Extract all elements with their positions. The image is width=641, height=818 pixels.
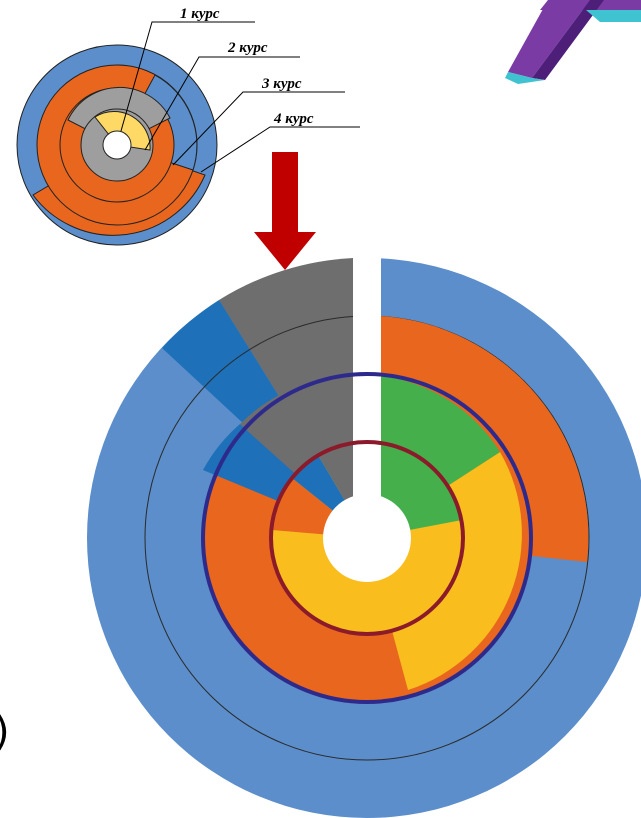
- label-course-3: 3 курс: [261, 76, 302, 92]
- small-ring-1-yellow: [94, 111, 151, 151]
- label-course-2: 2 курс: [227, 40, 268, 56]
- small-center-hole: [102, 130, 132, 160]
- logo-cyan-cap: [586, 10, 641, 22]
- large-center-hole: [323, 494, 411, 582]
- large-ring-1-outline: [269, 440, 465, 636]
- small-donut: [16, 44, 218, 246]
- logo-3d-shape-icon: [505, 0, 641, 84]
- down-arrow-icon: [254, 152, 316, 270]
- large-ring-2-outline: [201, 372, 533, 704]
- large-top-gap: [353, 258, 381, 538]
- edge-glyph: ): [0, 709, 10, 755]
- course-leader-lines: [120, 21, 360, 173]
- large-donut: [87, 258, 641, 818]
- label-course-4: 4 курс: [273, 111, 314, 127]
- logo-cyan-foot: [505, 72, 545, 84]
- logo-bar-diagonal-shade: [532, 0, 604, 80]
- logo-bar-diagonal: [508, 0, 590, 78]
- label-course-1: 1 курс: [180, 6, 220, 22]
